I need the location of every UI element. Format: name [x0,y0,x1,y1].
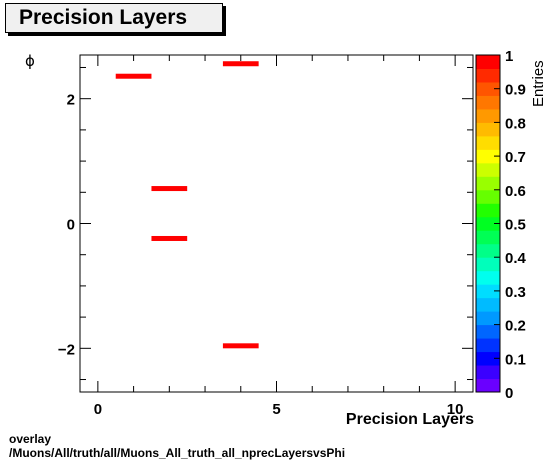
palette-band [476,351,500,366]
footer-overlay-label: overlay [9,432,52,446]
palette-tick-label: 0.5 [505,217,526,234]
data-cell [115,73,152,79]
z-axis-label: Entries [530,60,546,107]
palette-band [476,338,500,353]
data-cell [151,186,188,192]
axes: 0 5 10 −2 0 2 [58,55,473,418]
y-tick-label: 2 [67,92,75,109]
palette-band [476,135,500,150]
x-axis-label: Precision Layers [346,411,474,428]
plot-frame [79,54,474,393]
y-tick-label: −2 [58,341,75,358]
chart-title-box: Precision Layers [5,3,223,33]
color-palette: 0 0.1 0.2 0.3 0.4 0.5 0.6 0.7 0.8 0.9 1 [475,48,527,402]
palette-tick-label: 0.6 [505,183,526,200]
palette-tick-label: 0.3 [505,284,526,301]
palette-band [476,55,500,69]
palette-band [476,297,500,312]
palette-band [476,230,500,245]
palette-tick-label: 0 [505,385,513,402]
palette-band [476,243,500,258]
data-cell [151,235,188,241]
palette-band [476,149,500,164]
palette-band [476,122,500,137]
data-marks [115,61,259,349]
palette-band [476,108,500,123]
palette-band [476,270,500,285]
x-tick-label: 0 [94,401,102,418]
palette-band [476,162,500,177]
palette-band [476,257,500,272]
palette-band [476,68,500,83]
palette-tick-label: 0.4 [505,250,527,267]
footer-path: /Muons/All/truth/all/Muons_All_truth_all… [9,446,346,460]
palette-band [476,216,500,231]
y-axis-label: ϕ [25,52,35,70]
palette-band [476,95,500,110]
palette-band [476,284,500,299]
palette-band [476,189,500,204]
palette-tick-label: 0.8 [505,115,526,132]
palette-band [476,81,500,96]
palette-band [476,365,500,380]
palette-band [476,378,500,393]
chart-title: Precision Layers [19,6,188,29]
data-cell [222,61,259,67]
palette-tick-label: 0.2 [505,318,526,335]
palette-tick-label: 0.7 [505,149,526,166]
data-cell [222,343,259,349]
palette-tick-label: 0.9 [505,82,526,99]
palette-tick-label: 0.1 [505,351,526,368]
palette-band [476,311,500,326]
y-tick-label: 0 [67,217,75,234]
palette-band [476,203,500,218]
palette-band [476,176,500,191]
x-tick-label: 5 [272,401,280,418]
palette-tick-label: 1 [505,48,513,65]
palette-band [476,324,500,339]
x-tick-label: 10 [447,401,464,418]
